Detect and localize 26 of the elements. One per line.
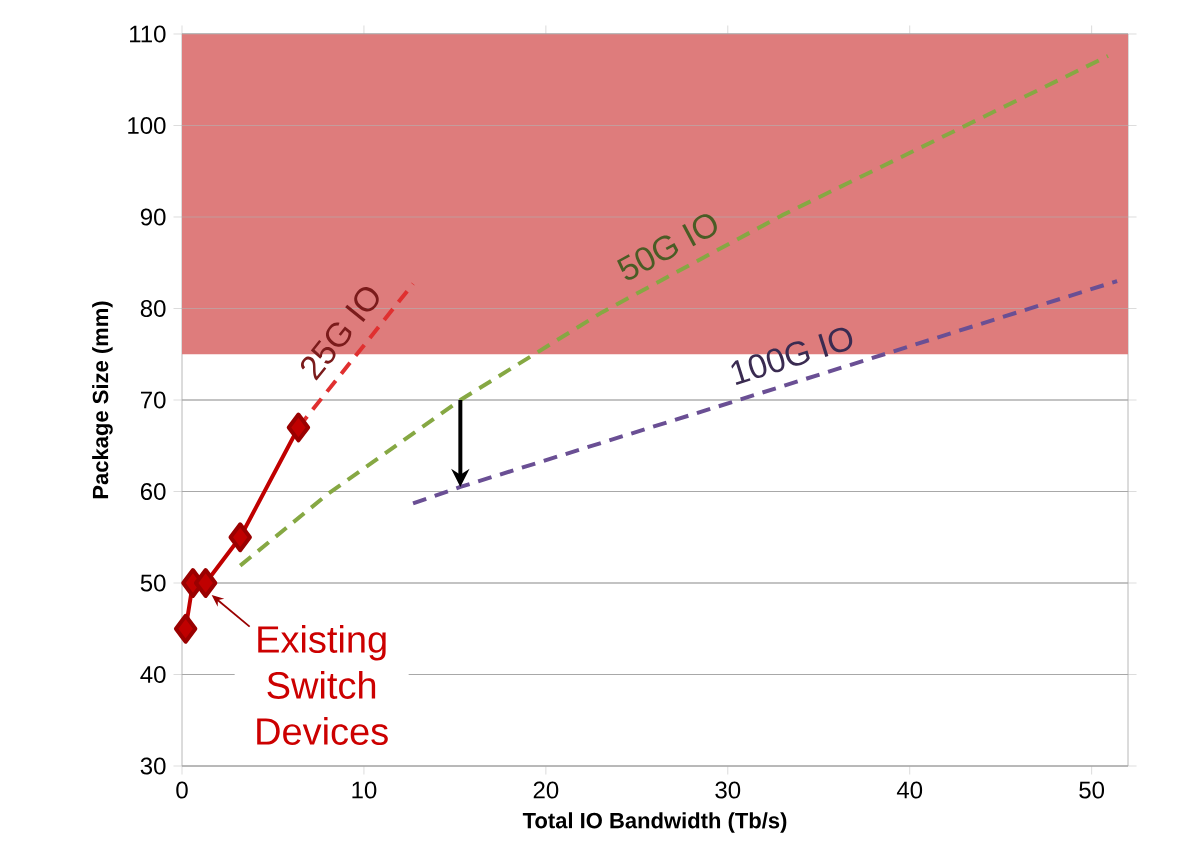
point [286,412,311,443]
x-tick-label: 20 [533,781,559,799]
y-tick-label: 60 [140,483,166,501]
y-tick-label: 100 [128,117,166,135]
x-tick-label: 40 [896,781,923,799]
x-tick-label: 10 [352,781,377,799]
y-tick-label: 40 [140,666,166,684]
y-tick-label: 70 [140,391,166,409]
point [228,522,252,553]
y-tick-label: 30 [140,757,166,775]
y-tick-label: 50 [140,574,166,592]
x-tick-label: 0 [176,781,188,799]
text: 100G IO [731,327,853,385]
text: 50G IO [616,214,717,280]
y-axis-title: Package Size (mm) [92,301,113,499]
x-tick-label: 50 [1079,781,1105,799]
annotation: Existing Switch Devices [257,625,388,745]
line-series [411,279,1120,506]
y-tick-label: 90 [140,208,166,226]
line-series [238,53,1110,568]
y-tick-label: 110 [130,25,166,43]
y-tick-label: 80 [140,300,166,318]
point [173,613,198,644]
x-tick-label: 30 [715,781,741,799]
x-axis-title: Total IO Bandwidth (Tb/s) [522,812,787,833]
point [193,568,218,598]
